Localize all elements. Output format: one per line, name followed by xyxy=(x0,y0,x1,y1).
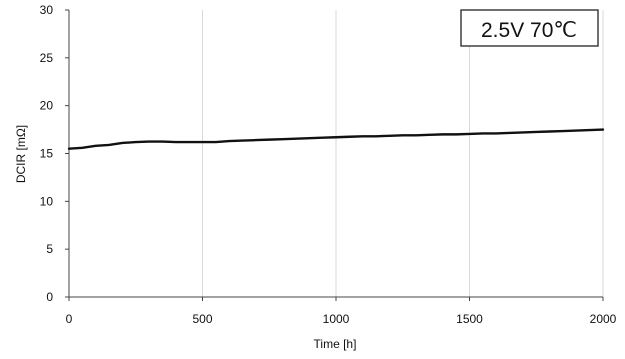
x-tick-label: 1500 xyxy=(456,312,483,326)
y-tick-label: 30 xyxy=(40,3,54,17)
tick-labels: 0 5 10 15 20 25 30 0 500 1000 1500 2000 xyxy=(40,3,617,326)
y-tick-label: 15 xyxy=(40,147,54,161)
dcir-series-line xyxy=(67,128,605,150)
x-tick-label: 1000 xyxy=(323,312,350,326)
annotation-box: 2.5V 70℃ xyxy=(460,9,599,47)
series-layer xyxy=(67,128,605,150)
x-tick-label: 2000 xyxy=(590,312,617,326)
x-tick-label: 0 xyxy=(66,312,73,326)
x-axis-title: Time [h] xyxy=(314,337,357,351)
y-axis-title: DCIR [mΩ] xyxy=(14,125,28,183)
gridlines xyxy=(202,10,604,297)
y-tick-label: 20 xyxy=(40,99,54,113)
axes xyxy=(65,9,604,301)
y-tick-label: 10 xyxy=(40,194,54,208)
y-tick-label: 25 xyxy=(40,51,54,65)
y-tick-label: 0 xyxy=(46,290,53,304)
x-tick-label: 500 xyxy=(192,312,212,326)
annotation-frame xyxy=(460,9,599,47)
y-tick-label: 5 xyxy=(46,242,53,256)
condition-label: 2.5V 70℃ xyxy=(481,19,577,42)
